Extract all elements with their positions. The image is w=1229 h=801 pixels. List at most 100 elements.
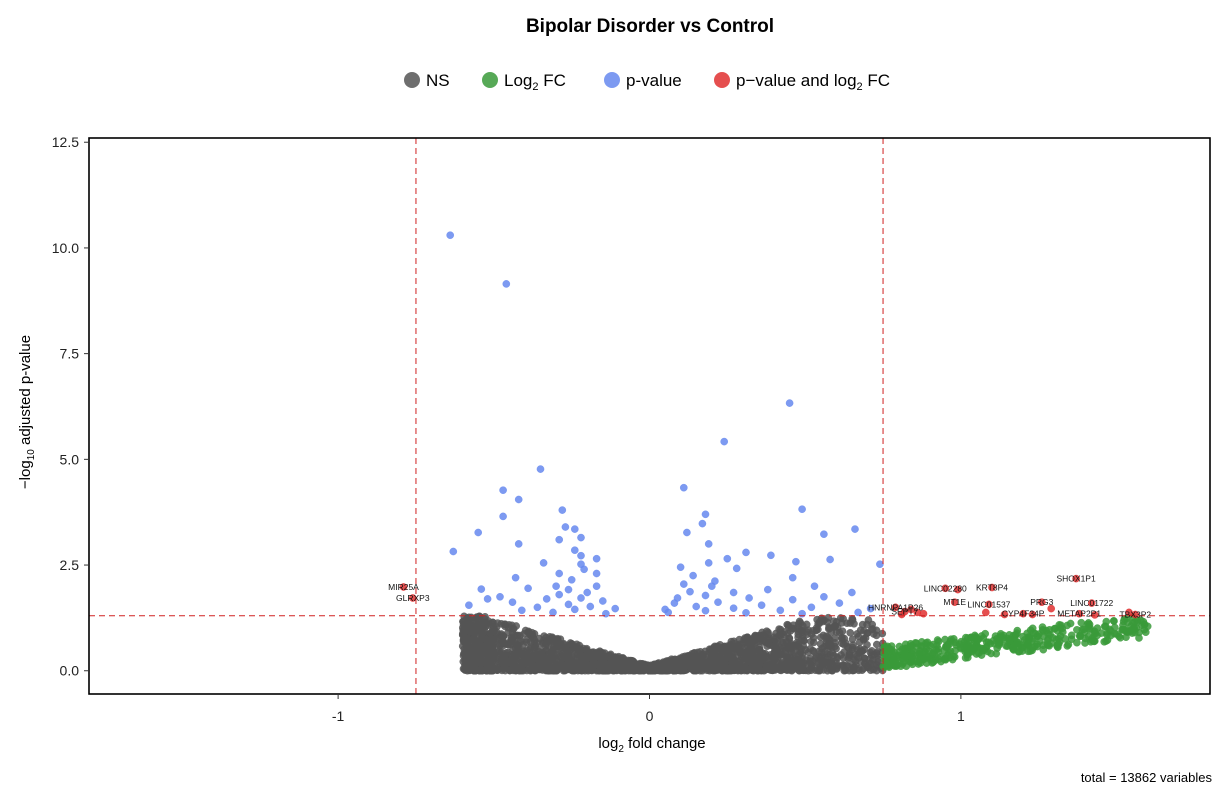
point-p	[446, 231, 455, 239]
x-tick-label: 0	[646, 708, 654, 724]
point-ns	[733, 643, 742, 652]
point-p	[580, 565, 588, 574]
gene-label: PRG3	[1030, 597, 1053, 607]
point-p	[866, 604, 875, 613]
point-ns	[845, 666, 854, 675]
point-fc	[1106, 631, 1115, 640]
point-both	[1028, 610, 1037, 619]
point-fc	[1089, 637, 1097, 645]
point-ns	[586, 661, 595, 670]
point-fc	[1073, 638, 1081, 647]
point-ns	[709, 643, 718, 652]
point-both	[1038, 598, 1046, 607]
point-fc	[895, 642, 904, 651]
point-ns	[503, 640, 512, 649]
point-ns	[463, 614, 471, 622]
point-ns	[513, 649, 522, 658]
point-fc	[979, 634, 988, 642]
point-p	[788, 595, 797, 604]
point-p	[820, 593, 828, 601]
point-ns	[481, 613, 489, 621]
point-p	[592, 569, 601, 578]
point-both	[985, 600, 993, 609]
point-fc	[1090, 629, 1099, 638]
point-ns	[493, 619, 502, 627]
point-p	[555, 590, 564, 599]
gene-label: METAP2P1	[1057, 609, 1101, 619]
point-p	[577, 533, 585, 542]
point-fc	[1005, 636, 1014, 644]
point-ns	[753, 666, 762, 675]
point-p	[742, 548, 750, 557]
point-fc	[919, 655, 928, 664]
point-fc	[1119, 621, 1127, 630]
point-ns	[471, 616, 479, 625]
point-ns	[846, 619, 855, 627]
point-ns	[458, 629, 467, 638]
point-p	[785, 399, 794, 407]
point-ns	[745, 638, 754, 647]
point-ns	[825, 625, 833, 633]
point-ns	[579, 644, 588, 653]
point-p	[701, 510, 710, 519]
point-ns	[578, 666, 586, 675]
point-ns	[831, 622, 840, 630]
point-both	[1131, 610, 1140, 619]
point-ns	[672, 666, 681, 675]
point-ns	[494, 640, 503, 648]
point-ns	[470, 634, 478, 642]
point-p	[757, 601, 766, 610]
point-p	[767, 551, 775, 560]
legend-item-p: p-value	[604, 71, 682, 90]
point-both	[1091, 611, 1099, 619]
point-ns	[657, 666, 666, 675]
point-ns	[516, 636, 525, 645]
gene-label: SEPT7	[891, 607, 918, 617]
gene-label: TBX3P2	[1119, 610, 1151, 620]
point-fc	[1036, 637, 1044, 646]
point-p	[714, 598, 722, 607]
point-fc	[970, 635, 978, 644]
point-ns	[535, 659, 544, 667]
point-both	[1072, 574, 1080, 583]
point-ns	[544, 666, 552, 675]
point-ns	[795, 625, 804, 634]
point-fc	[1067, 631, 1076, 640]
point-p	[742, 609, 750, 617]
point-fc	[1078, 625, 1087, 634]
point-ns	[872, 666, 881, 675]
point-p	[810, 582, 819, 591]
point-ns	[849, 641, 857, 649]
point-p	[514, 495, 523, 504]
point-ns	[565, 665, 574, 674]
point-p	[539, 559, 548, 567]
point-p	[680, 483, 688, 492]
point-p	[502, 280, 511, 288]
point-p	[483, 595, 492, 603]
point-p	[686, 587, 694, 596]
point-ns	[533, 639, 542, 647]
point-ns	[462, 637, 471, 646]
point-fc	[1024, 633, 1033, 641]
point-ns	[828, 666, 837, 675]
point-ns	[617, 666, 625, 675]
point-p	[792, 557, 800, 566]
point-ns	[523, 646, 531, 654]
point-p	[670, 599, 679, 607]
point-ns	[870, 650, 878, 659]
point-fc	[1009, 645, 1018, 653]
point-ns	[782, 653, 790, 662]
point-ns	[573, 640, 581, 649]
threshold-lines	[89, 138, 1210, 694]
point-p	[592, 582, 601, 591]
point-p	[720, 437, 729, 446]
point-ns	[519, 666, 528, 675]
point-ns	[838, 627, 847, 636]
point-p	[571, 546, 579, 555]
point-p	[567, 576, 576, 584]
point-ns	[550, 643, 558, 652]
point-ns	[512, 622, 521, 630]
point-ns	[873, 640, 881, 649]
point-fc	[1050, 625, 1058, 633]
point-ns	[823, 641, 831, 650]
